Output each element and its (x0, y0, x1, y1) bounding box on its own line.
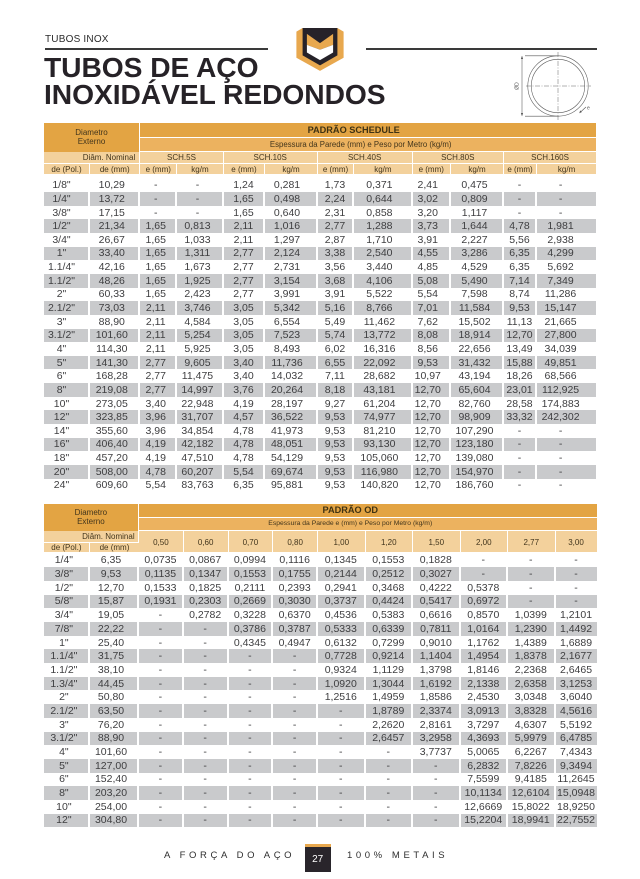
svg-text:e: e (587, 106, 590, 112)
svg-text:ØD: ØD (515, 82, 521, 90)
